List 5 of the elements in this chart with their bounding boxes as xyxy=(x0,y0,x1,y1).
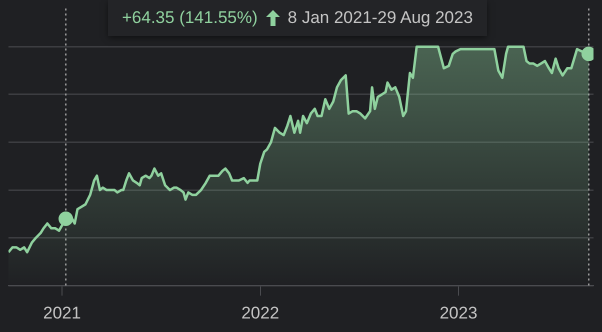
x-tick-label: 2022 xyxy=(241,303,280,322)
text: 8 Jan 2021-29 Aug 2023 xyxy=(288,8,473,28)
text: +64.35 (141.55%) xyxy=(122,8,258,28)
x-tick-label: 2023 xyxy=(440,303,478,322)
x-tick-label: 2021 xyxy=(43,303,81,322)
